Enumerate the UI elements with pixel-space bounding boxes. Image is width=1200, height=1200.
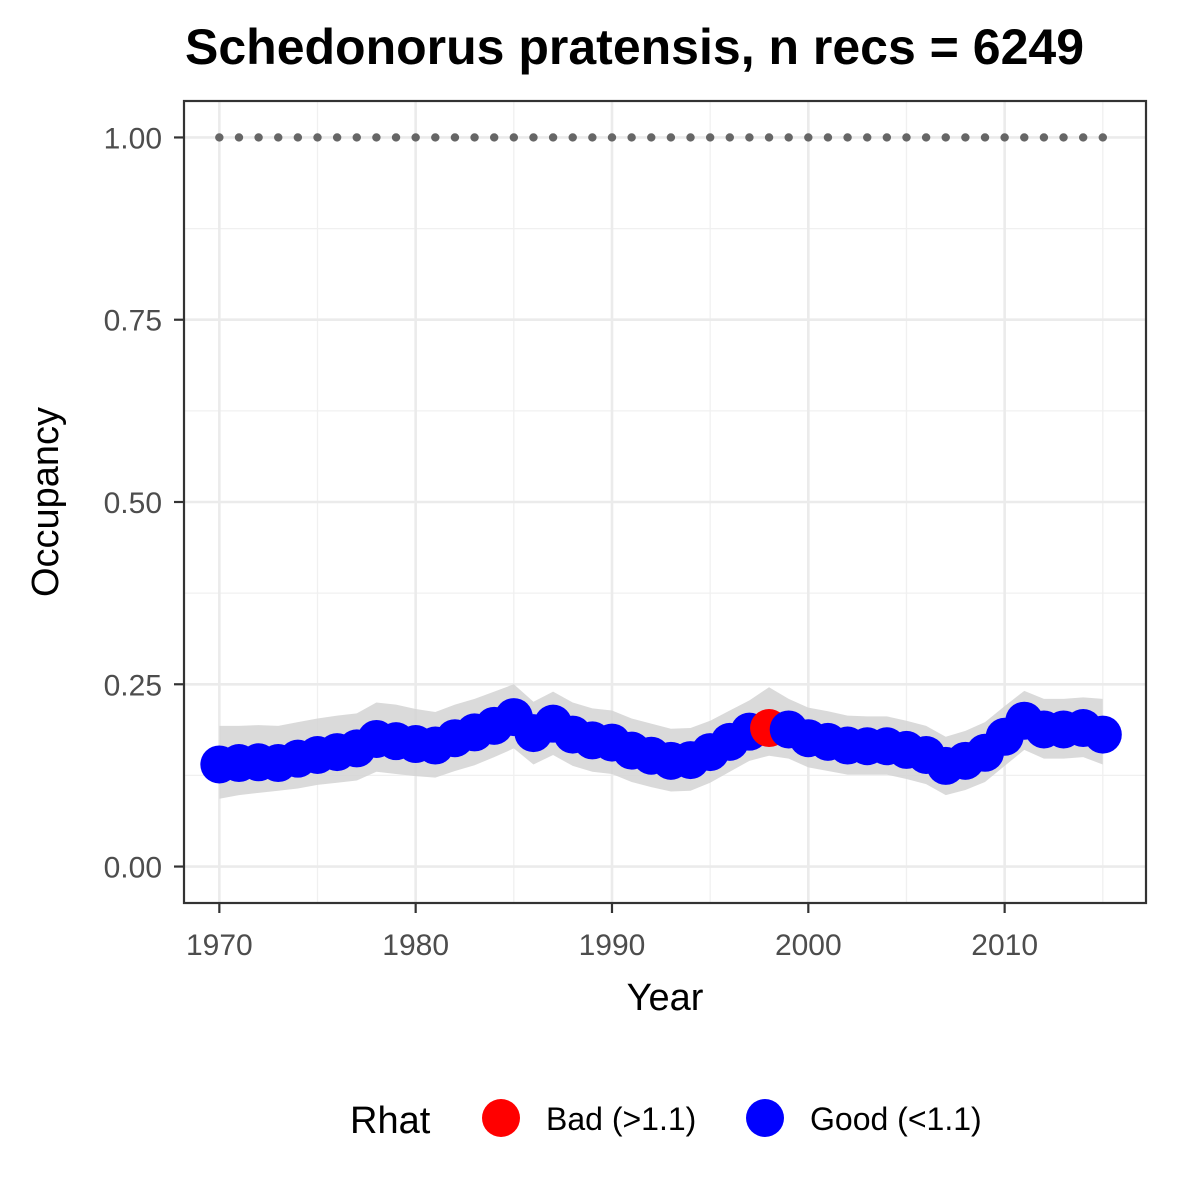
reference-dot <box>1098 133 1108 142</box>
reference-dot <box>470 133 479 142</box>
reference-dot <box>352 133 361 142</box>
x-axis-title: Year <box>627 977 704 1019</box>
reference-dot <box>332 133 342 142</box>
reference-dot <box>431 133 440 142</box>
data-point <box>1083 715 1122 754</box>
reference-dot <box>784 133 793 142</box>
reference-dot <box>961 133 970 142</box>
reference-dot <box>843 133 852 142</box>
reference-dot <box>764 133 774 142</box>
reference-dot <box>372 133 381 142</box>
reference-dot <box>489 133 499 142</box>
reference-dot <box>1039 133 1049 142</box>
reference-dot <box>548 133 558 142</box>
chart-title: Schedonorus pratensis, n recs = 6249 <box>185 19 1084 75</box>
reference-dot <box>411 133 420 142</box>
reference-line-layer <box>215 133 1108 142</box>
reference-dot <box>254 133 263 142</box>
x-tick-label: 1970 <box>186 929 253 962</box>
reference-dot <box>863 133 872 142</box>
reference-dot <box>745 133 754 142</box>
reference-dot <box>823 133 833 142</box>
reference-dot <box>627 133 636 142</box>
reference-dot <box>509 133 519 142</box>
reference-dot <box>1020 133 1029 142</box>
reference-dot <box>568 133 577 142</box>
legend-label-good: Good (<1.1) <box>810 1101 982 1137</box>
legend-label-bad: Bad (>1.1) <box>546 1101 696 1137</box>
reference-dot <box>450 133 460 142</box>
x-axis: 1970 1980 1990 2000 2010 <box>186 903 1038 962</box>
reference-dot <box>313 133 322 142</box>
reference-dot <box>215 133 224 142</box>
reference-dot <box>686 133 695 142</box>
y-tick-label: 0.25 <box>104 669 162 702</box>
data-points-layer <box>200 698 1122 785</box>
reference-dot <box>725 133 734 142</box>
y-tick-label: 0.00 <box>104 852 162 885</box>
reference-dot <box>980 133 990 142</box>
y-tick-label: 0.50 <box>104 487 162 520</box>
reference-dot <box>705 133 715 142</box>
reference-dot <box>607 133 617 142</box>
reference-dot <box>293 133 303 142</box>
x-tick-label: 1990 <box>579 929 646 962</box>
legend: Rhat Bad (>1.1) Good (<1.1) <box>350 1099 982 1142</box>
y-axis-title: Occupancy <box>25 407 67 597</box>
reference-dot <box>921 133 931 142</box>
y-tick-label: 0.75 <box>104 305 162 338</box>
legend-title: Rhat <box>350 1100 431 1142</box>
reference-dot <box>391 133 401 142</box>
reference-dot <box>941 133 950 142</box>
reference-dot <box>804 133 813 142</box>
x-tick-label: 2010 <box>971 929 1038 962</box>
reference-dot <box>1000 133 1009 142</box>
reference-dot <box>666 133 676 142</box>
legend-key-good <box>746 1099 784 1137</box>
reference-dot <box>902 133 911 142</box>
y-tick-label: 1.00 <box>104 122 162 155</box>
legend-key-bad <box>482 1099 520 1137</box>
y-axis: 0.00 0.25 0.50 0.75 1.00 <box>104 122 184 885</box>
reference-dot <box>274 133 283 142</box>
reference-dot <box>529 133 538 142</box>
reference-dot <box>1059 133 1068 142</box>
x-tick-label: 1980 <box>382 929 449 962</box>
reference-dot <box>882 133 892 142</box>
x-tick-label: 2000 <box>775 929 842 962</box>
reference-dot <box>647 133 656 142</box>
reference-dot <box>588 133 597 142</box>
reference-dot <box>1078 133 1088 142</box>
reference-dot <box>234 133 244 142</box>
